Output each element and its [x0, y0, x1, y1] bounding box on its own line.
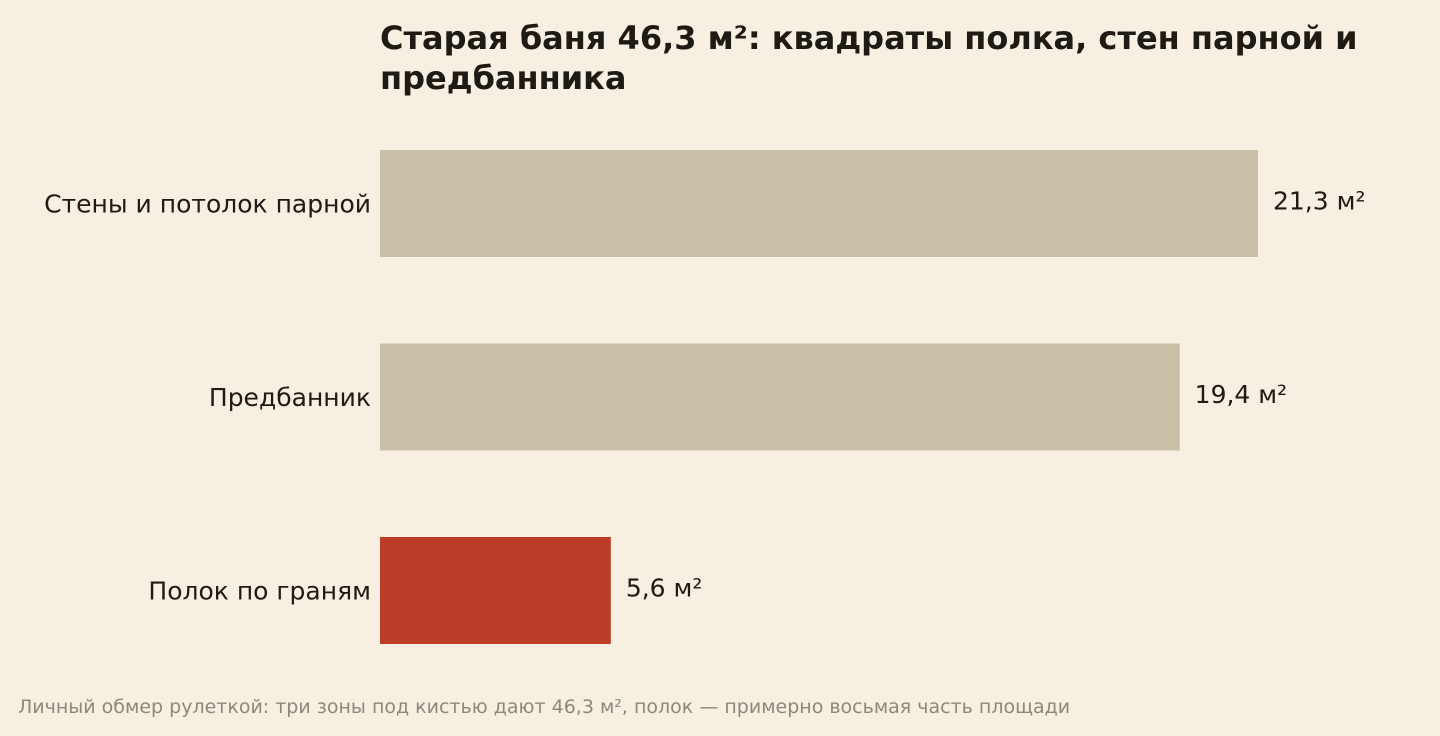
chart-title: Старая баня 46,3 м²: квадраты полка, сте… — [380, 19, 1358, 97]
value-label-2: 19,4 м² — [1195, 380, 1288, 409]
bar-1 — [380, 150, 1258, 257]
value-label-3: 5,6 м² — [626, 574, 703, 603]
bar-2 — [380, 343, 1180, 451]
category-label-3: Полок по граням — [148, 577, 371, 606]
category-label-1: Стены и потолок парной — [44, 190, 371, 219]
value-label-1: 21,3 м² — [1273, 187, 1366, 216]
category-label-2: Предбанник — [209, 383, 371, 412]
bar-3 — [380, 537, 611, 644]
chart-footnote: Личный обмер рулеткой: три зоны под кист… — [18, 696, 1071, 718]
